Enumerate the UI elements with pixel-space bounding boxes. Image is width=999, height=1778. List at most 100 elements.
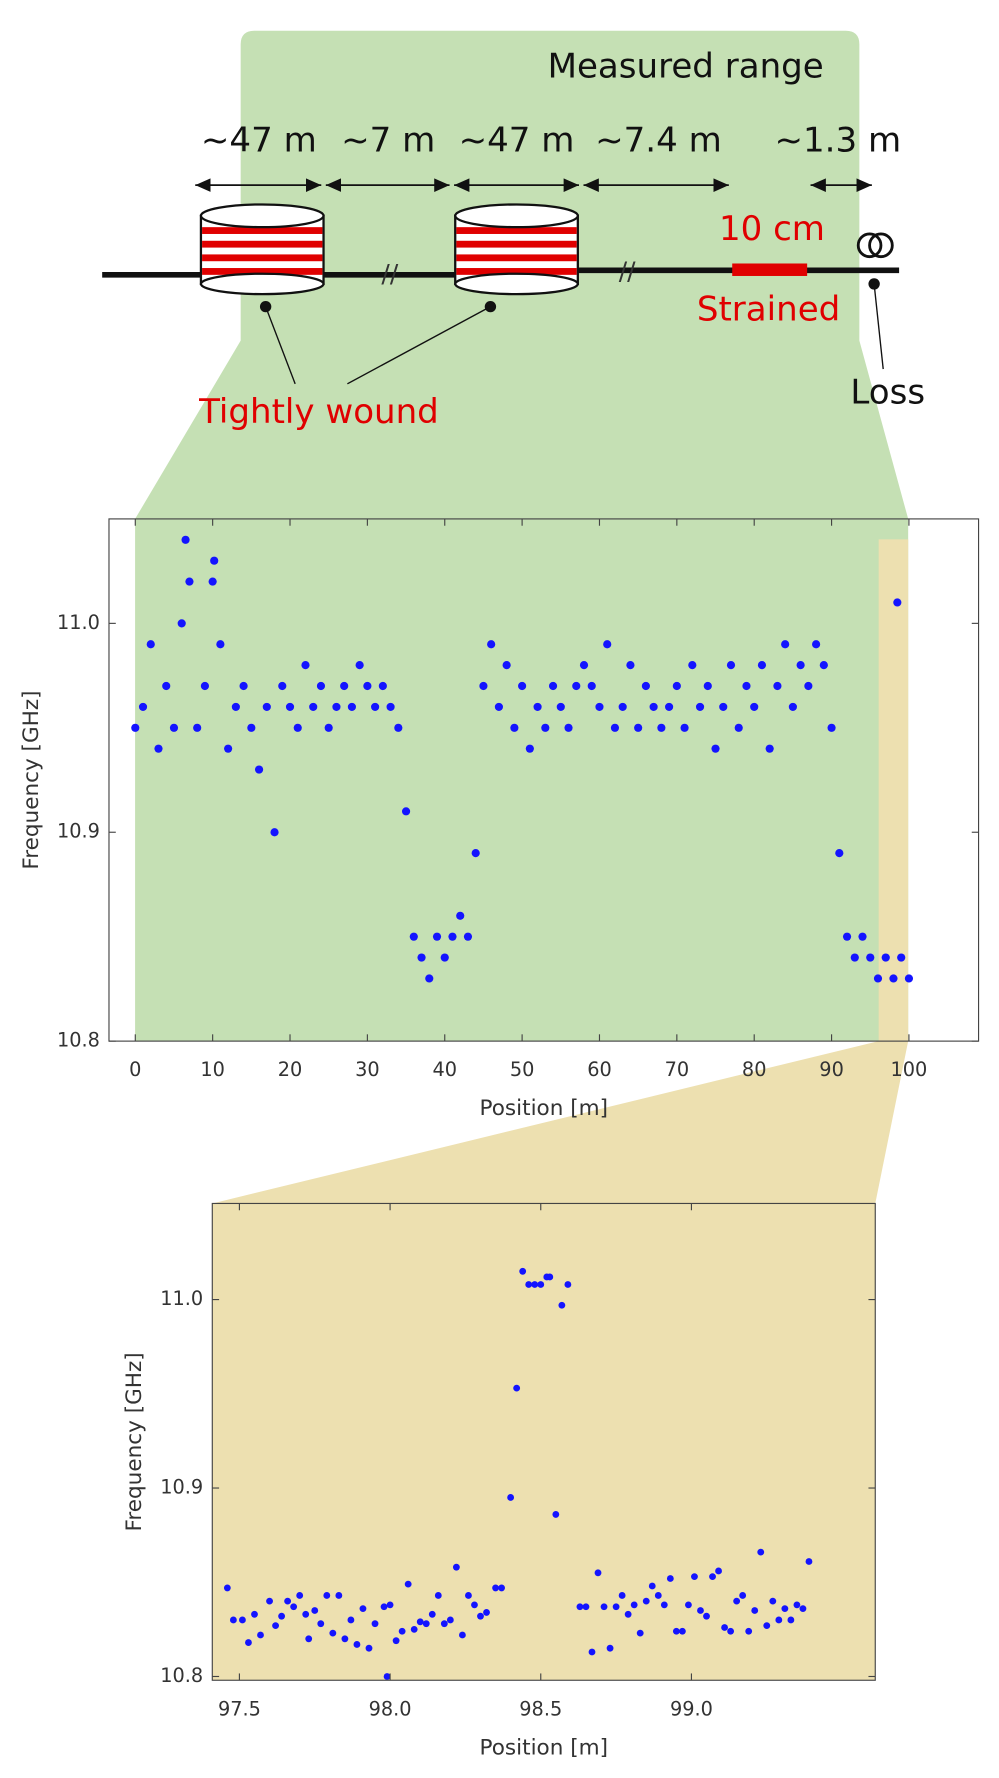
data-point	[293, 723, 302, 732]
data-point	[208, 577, 217, 586]
data-point	[483, 1609, 490, 1616]
data-point	[324, 723, 333, 732]
data-point	[678, 1627, 686, 1635]
x-axis-label: Position [m]	[480, 1735, 609, 1760]
strained-label: Strained	[697, 290, 840, 330]
x-tick-label: 100	[891, 1058, 928, 1081]
data-point	[685, 1601, 692, 1609]
data-point	[588, 1648, 596, 1656]
data-point	[231, 702, 240, 711]
y-tick-label: 11.0	[57, 611, 100, 634]
data-point	[672, 681, 681, 691]
data-point	[595, 702, 604, 711]
data-point	[757, 1548, 765, 1556]
data-point	[365, 1644, 373, 1652]
zoom-shade	[878, 539, 909, 1042]
data-point	[353, 1641, 361, 1648]
fiber: // //	[102, 232, 900, 288]
data-point	[642, 1597, 650, 1605]
data-point	[618, 1592, 626, 1599]
data-point	[734, 723, 743, 732]
data-point	[773, 681, 782, 691]
data-point	[666, 1575, 674, 1582]
y-tick-label: 10.9	[57, 820, 100, 843]
length-label: ~47 m	[459, 121, 575, 161]
data-point	[494, 702, 503, 711]
data-point	[278, 681, 287, 691]
y-axis-label: Frequency [GHz]	[122, 1352, 147, 1531]
y-tick-label: 10.9	[160, 1476, 203, 1499]
data-point	[224, 744, 233, 753]
x-tick-label: 98.5	[519, 1697, 562, 1720]
data-point	[169, 723, 179, 732]
data-point	[422, 1620, 430, 1628]
measured-range-label: Measured range	[548, 47, 824, 87]
data-point	[525, 1281, 533, 1288]
data-point	[775, 1616, 783, 1624]
svg-text://: //	[619, 257, 636, 286]
data-point	[301, 661, 310, 670]
data-point	[799, 1605, 807, 1613]
data-point	[873, 974, 883, 983]
data-point	[386, 1601, 394, 1609]
data-point	[606, 1644, 614, 1652]
data-point	[245, 1639, 252, 1646]
data-point	[251, 1610, 258, 1618]
data-point	[603, 640, 612, 649]
data-point	[739, 1592, 747, 1599]
data-point	[317, 1620, 325, 1628]
data-point	[626, 661, 635, 670]
wound-label: Tightly wound	[198, 392, 439, 432]
x-tick-label: 90	[819, 1058, 844, 1081]
data-point	[272, 1622, 279, 1630]
data-point	[266, 1597, 273, 1605]
data-point	[548, 681, 558, 691]
data-point	[398, 1627, 406, 1635]
data-point	[665, 702, 674, 711]
data-point	[850, 953, 859, 962]
data-point	[456, 911, 465, 920]
data-point	[537, 1281, 545, 1288]
data-point	[425, 974, 434, 983]
data-point	[380, 1603, 388, 1611]
data-point	[162, 681, 171, 691]
data-point	[507, 1494, 515, 1501]
data-point	[146, 640, 155, 649]
data-point	[417, 953, 426, 962]
plot-frame	[108, 518, 980, 1042]
data-point	[323, 1592, 331, 1599]
data-point	[842, 932, 852, 941]
data-point	[378, 681, 387, 691]
data-point	[742, 681, 751, 691]
data-point	[284, 1597, 292, 1605]
data-point	[594, 1569, 602, 1577]
data-point	[371, 702, 380, 711]
data-point	[552, 1511, 560, 1518]
data-point	[660, 1601, 668, 1609]
x-tick-label: 20	[278, 1058, 303, 1081]
plot-frame	[211, 1202, 876, 1681]
data-point	[341, 1635, 349, 1643]
data-point	[881, 953, 890, 962]
y-tick-label: 10.8	[57, 1029, 100, 1052]
data-point	[781, 1605, 789, 1613]
data-point	[904, 974, 914, 983]
data-point	[654, 1592, 662, 1599]
data-point	[519, 1267, 527, 1275]
data-point	[533, 702, 542, 711]
x-tick-label: 80	[742, 1058, 767, 1081]
x-tick-label: 98.0	[369, 1697, 412, 1720]
data-point	[487, 640, 496, 649]
data-point	[518, 681, 527, 691]
data-point	[138, 702, 148, 711]
data-point	[510, 723, 519, 732]
data-point	[359, 1605, 367, 1613]
data-point	[479, 681, 488, 691]
data-point	[695, 702, 705, 711]
data-point	[459, 1631, 466, 1639]
data-point	[229, 1616, 237, 1624]
data-point	[769, 1597, 777, 1605]
data-point	[525, 744, 534, 753]
data-point	[200, 681, 210, 691]
data-point	[311, 1607, 319, 1614]
